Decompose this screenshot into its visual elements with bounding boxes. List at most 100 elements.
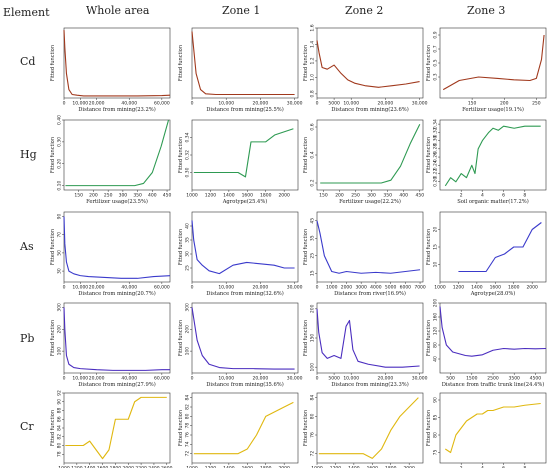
plot-frame xyxy=(63,211,171,283)
chart-as-zone-2: 0 1000 2000 3000 4000 5000 6000 7000 15 25 35 45Fit… xyxy=(303,211,426,297)
chart-hg-zone-2: 150 200 250 300 350 400 450 0.2 0.4 0.6 Fitted fun… xyxy=(303,119,424,205)
x-tick-label: 0 xyxy=(191,101,194,107)
series-line xyxy=(318,397,419,459)
x-tick-label: 60,000 xyxy=(154,101,170,107)
y-axis-title: Fitted function xyxy=(50,45,56,81)
x-tick-label: 250 xyxy=(351,193,360,199)
y-tick-label: 78 xyxy=(57,451,63,457)
x-tick-label: 20,000 xyxy=(89,285,105,291)
y-axis-title: Fitted function xyxy=(303,137,309,173)
y-axis-title: Fitted function xyxy=(426,137,432,173)
plot-frame xyxy=(191,119,299,191)
y-tick-label: 80 xyxy=(433,342,439,348)
series-line xyxy=(193,128,294,178)
chart-as-whole-area: 0 10,000 20,000 40,000 60,000 30 50 70 90 Fitted … xyxy=(50,211,171,297)
x-tick-label: 2600 xyxy=(161,466,173,468)
y-tick-label: 80 xyxy=(57,443,63,449)
y-tick-label: 300 xyxy=(57,303,63,312)
y-axis-title: Fitted function xyxy=(178,320,184,356)
y-tick-label: 76 xyxy=(310,432,316,438)
y-tick-label: 72 xyxy=(185,451,191,457)
x-tick-label: 4000 xyxy=(370,285,382,291)
series-line xyxy=(193,401,294,455)
x-tick-label: 450 xyxy=(415,193,424,199)
y-axis-title: Fitted function xyxy=(178,137,184,173)
x-tick-label: 1800 xyxy=(508,285,520,291)
x-tick-label: 4500 xyxy=(530,376,542,382)
x-axis-title: Distance from traffic trunk line(24.4%) xyxy=(442,381,545,388)
x-tick-label: 2000 xyxy=(526,285,538,291)
x-tick-label: 7000 xyxy=(414,285,426,291)
x-tick-label: 1800 xyxy=(260,466,272,468)
y-tick-label: 0.28 xyxy=(433,144,439,154)
y-tick-label: 88 xyxy=(57,408,63,414)
x-tick-label: 3000 xyxy=(355,285,367,291)
y-tick-label: 200 xyxy=(433,299,439,308)
chart-cd-zone-1: 0 10,000 20,000 30,000 Fitted function Distan… xyxy=(178,27,303,113)
plot-frame xyxy=(191,27,299,99)
x-tick-label: 1500 xyxy=(466,376,478,382)
y-tick-label: 0.22 xyxy=(433,168,439,178)
chart-pb-zone-2: 0 5000 10,000 20,000 30,000 100 150 200 Fitted f… xyxy=(303,302,428,388)
x-tick-label: 20,000 xyxy=(378,376,394,382)
x-tick-label: 1600 xyxy=(367,466,379,468)
series-line xyxy=(442,34,545,91)
series-line xyxy=(191,31,295,96)
x-tick-label: 0 xyxy=(191,285,194,291)
chart-cd-zone-2: 0 5000 10,000 20,000 30,000 0.8 1.0 1.2 1.4 1.6 Fi… xyxy=(303,24,428,113)
x-tick-label: 8 xyxy=(523,466,526,468)
y-tick-label: 35 xyxy=(310,235,316,241)
x-tick-label: 40,000 xyxy=(121,376,137,382)
y-tick-label: 85 xyxy=(433,415,439,421)
y-tick-label: 90 xyxy=(433,397,439,403)
column-header-zone-3: Zone 3 xyxy=(467,4,506,17)
x-tick-label: 1400 xyxy=(223,466,235,468)
x-tick-label: 5000 xyxy=(328,376,340,382)
x-tick-label: 2200 xyxy=(135,466,147,468)
x-tick-label: 1200 xyxy=(205,193,217,199)
x-tick-label: 1600 xyxy=(97,466,109,468)
x-tick-label: 150 xyxy=(468,101,477,107)
y-tick-label: 70 xyxy=(57,232,63,238)
plot-frame xyxy=(439,119,547,191)
x-tick-label: 1200 xyxy=(71,466,83,468)
x-tick-label: 0 xyxy=(63,376,66,382)
x-tick-label: 400 xyxy=(148,193,157,199)
x-tick-label: 1000 xyxy=(326,285,338,291)
y-axis-title: Fitted function xyxy=(426,320,432,356)
chart-cd-zone-3: 150 200 250 0.3 0.5 0.7 0.9 Fitted function Fert… xyxy=(426,27,547,113)
y-tick-label: 0.20 xyxy=(57,159,63,169)
series-line xyxy=(444,402,541,454)
y-tick-label: 30 xyxy=(57,268,63,274)
y-tick-label: 80 xyxy=(433,432,439,438)
x-tick-label: 8 xyxy=(523,193,526,199)
x-tick-label: 30,000 xyxy=(287,285,303,291)
y-tick-label: 84 xyxy=(57,425,63,431)
x-tick-label: 1000 xyxy=(186,466,198,468)
x-tick-label: 1000 xyxy=(58,466,70,468)
x-tick-label: 40,000 xyxy=(121,285,137,291)
plot-frame xyxy=(439,392,547,464)
x-tick-label: 2500 xyxy=(487,376,499,382)
chart-hg-whole-area: 150 200 250 300 350 400 450 0.10 0.20 0.30 0.40 Fit… xyxy=(50,115,171,205)
plot-frame xyxy=(316,392,424,464)
x-tick-label: 2 xyxy=(460,193,463,199)
y-tick-label: 74 xyxy=(185,441,191,447)
x-tick-label: 30,000 xyxy=(287,101,303,107)
y-tick-label: 0.26 xyxy=(433,152,439,162)
x-tick-label: 1600 xyxy=(242,193,254,199)
series-line xyxy=(191,307,295,370)
y-tick-label: 150 xyxy=(310,334,316,343)
x-tick-label: 1600 xyxy=(242,466,254,468)
y-tick-label: 300 xyxy=(185,303,191,312)
column-header-zone-2: Zone 2 xyxy=(345,4,384,17)
y-tick-label: 120 xyxy=(433,327,439,336)
x-axis-title: Fertilizer usage(19.1%) xyxy=(462,106,524,113)
y-tick-label: 0.20 xyxy=(433,177,439,187)
series-line xyxy=(63,30,171,97)
x-tick-label: 4 xyxy=(481,466,484,468)
series-line xyxy=(63,216,171,279)
y-tick-label: 80 xyxy=(310,413,316,419)
series-line xyxy=(458,222,542,273)
